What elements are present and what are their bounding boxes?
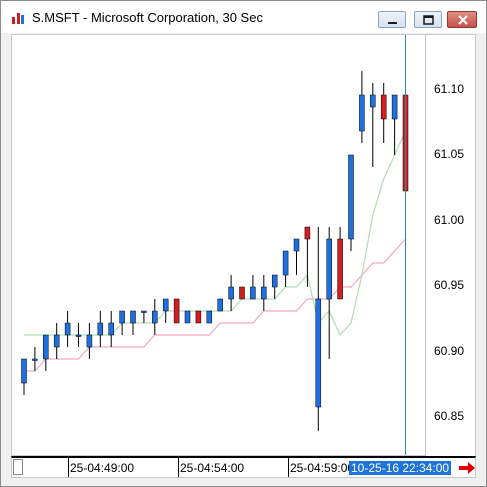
- candle-up: [391, 94, 398, 120]
- price-label: 60.90: [434, 344, 465, 358]
- maximize-icon: [423, 15, 434, 25]
- close-icon: [458, 15, 468, 25]
- moving-average-slow: [24, 238, 406, 372]
- candle-up: [326, 238, 332, 300]
- candle-up: [217, 298, 223, 312]
- arrow-right-icon[interactable]: [457, 460, 477, 476]
- chart-plot-area[interactable]: [11, 34, 426, 456]
- candle-up: [293, 238, 300, 252]
- time-label: 25-04:54:00: [180, 461, 245, 475]
- candle-up: [53, 334, 60, 348]
- candle-up: [250, 286, 256, 300]
- candle-up: [228, 286, 234, 300]
- candle-up: [162, 298, 169, 312]
- time-axis[interactable]: 25-04:49:00 25-04:54:00 25-04:59:00 10-2…: [11, 456, 476, 478]
- minimize-icon: [388, 22, 397, 24]
- candle-up: [348, 154, 354, 240]
- price-chart[interactable]: [12, 35, 425, 455]
- close-button[interactable]: [447, 11, 477, 28]
- price-label: 60.95: [434, 278, 465, 292]
- candle-up: [359, 94, 365, 132]
- candle-up: [32, 358, 38, 361]
- candle-down: [304, 226, 311, 240]
- candle-down: [380, 94, 387, 120]
- price-label: 60.85: [434, 409, 465, 423]
- candle-up: [315, 298, 322, 408]
- candle-down: [337, 238, 343, 300]
- candle-up: [64, 322, 71, 336]
- candle-up: [75, 334, 82, 337]
- candle-up: [141, 310, 147, 313]
- chart-app-icon: [12, 13, 24, 24]
- candle-up: [271, 274, 278, 288]
- candle-up: [152, 310, 158, 324]
- price-label: 61.10: [434, 82, 465, 96]
- maximize-button[interactable]: [414, 11, 442, 28]
- candle-up: [43, 334, 49, 360]
- minimize-button[interactable]: [378, 11, 406, 28]
- candle-up: [119, 310, 125, 324]
- candle-up: [370, 94, 376, 108]
- candle-up: [184, 310, 191, 324]
- time-tick: [178, 458, 179, 477]
- candle-up: [261, 286, 267, 300]
- price-label: 61.05: [434, 147, 465, 161]
- price-label: 61.00: [434, 213, 465, 227]
- candle-up: [206, 310, 213, 324]
- candle-up: [21, 358, 27, 384]
- candle-down: [173, 298, 180, 324]
- scroll-handle[interactable]: [13, 459, 23, 475]
- crosshair-time-label: 10-25-16 22:34:00: [349, 461, 452, 475]
- time-label: 25-04:49:00: [70, 461, 135, 475]
- candle-down: [239, 286, 245, 300]
- time-label: 25-04:59:00: [290, 461, 355, 475]
- title-bar[interactable]: S.MSFT - Microsoft Corporation, 30 Sec: [1, 1, 486, 33]
- time-tick: [288, 458, 289, 477]
- price-axis[interactable]: 61.10 61.05 61.00 60.95 60.90 60.85: [426, 34, 476, 456]
- time-tick: [68, 458, 69, 477]
- candle-down: [195, 310, 202, 324]
- candle-up: [108, 322, 114, 336]
- candle-up: [130, 310, 136, 324]
- candle-up: [282, 250, 289, 276]
- candle-up: [97, 322, 104, 336]
- candle-up: [86, 334, 93, 348]
- window-title: S.MSFT - Microsoft Corporation, 30 Sec: [32, 10, 263, 25]
